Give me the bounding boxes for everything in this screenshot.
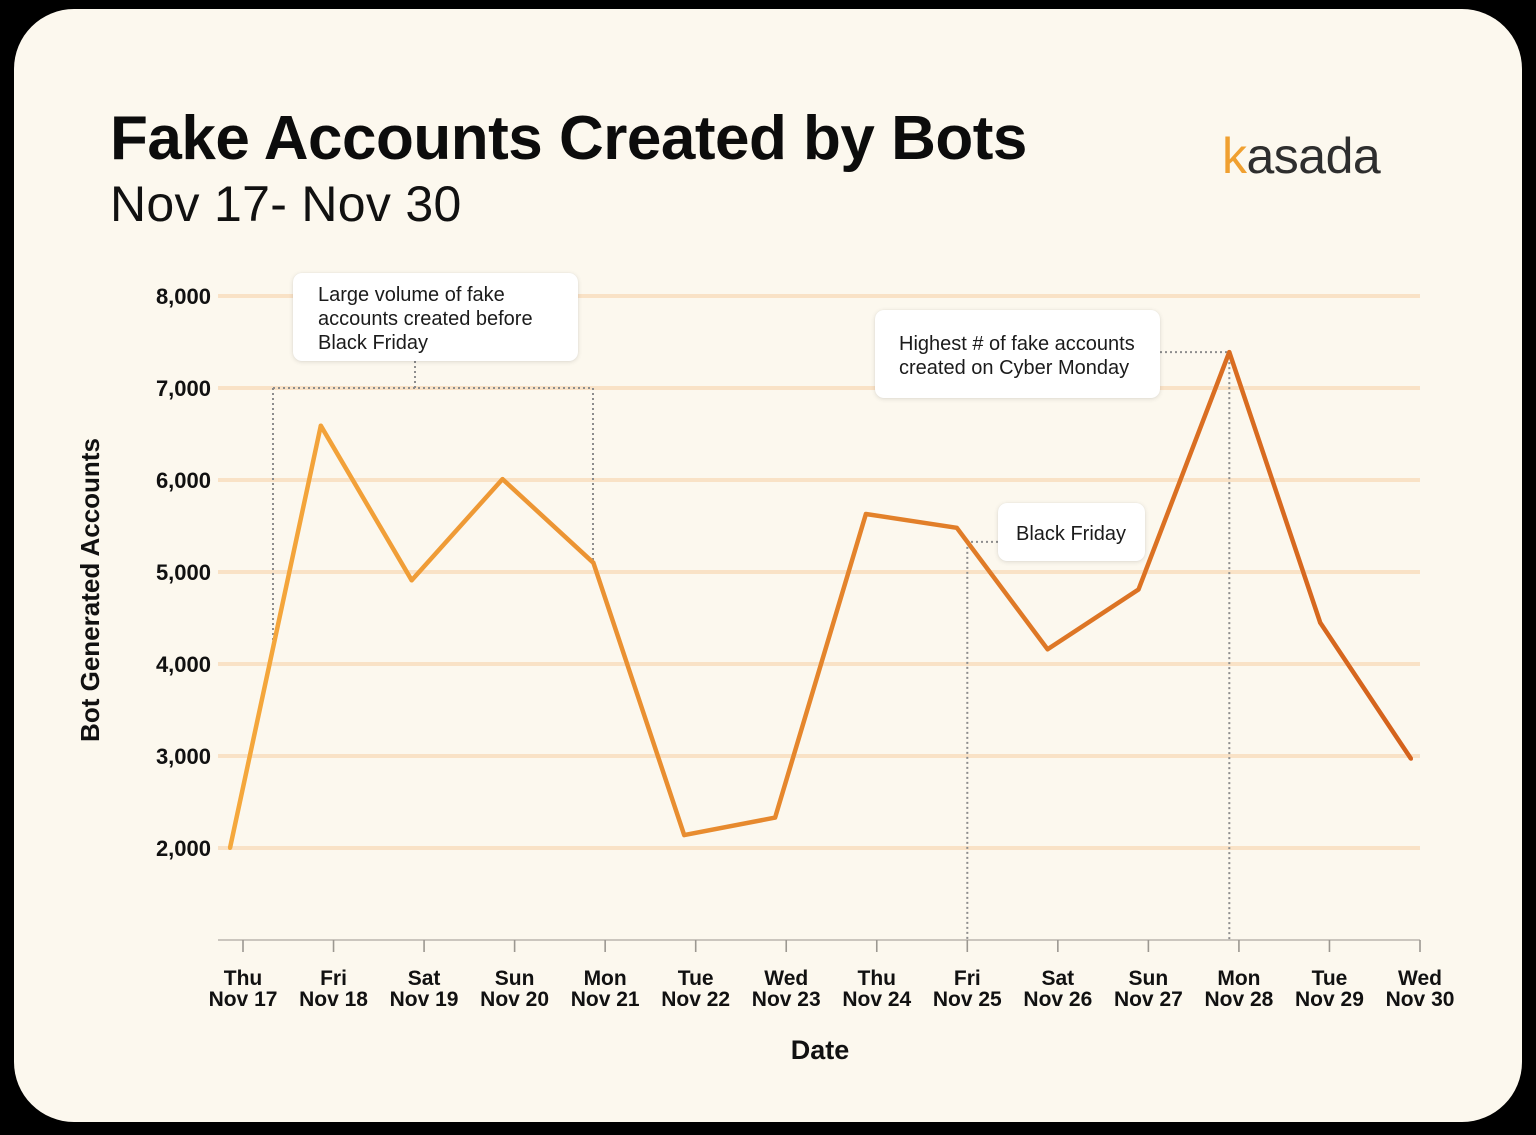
- x-tick-weekday: Sun: [1129, 967, 1169, 990]
- data-point-nov-19: [409, 578, 414, 583]
- annotation-line: Large volume of fake: [318, 284, 505, 306]
- data-points: [228, 350, 1413, 850]
- annotation-large-volume: Large volume of fake accounts created be…: [293, 273, 578, 361]
- x-tick-weekday: Fri: [954, 967, 981, 990]
- data-point-nov-20: [500, 477, 505, 482]
- x-tick-label-nov-21: Mon Nov 21: [571, 967, 640, 1011]
- x-tick-label-nov-26: Sat Nov 26: [1023, 967, 1092, 1011]
- x-tick-weekday: Tue: [678, 967, 714, 990]
- y-tick-label-2000: 2,000: [156, 836, 211, 861]
- annotation-black-friday: Black Friday: [998, 503, 1145, 561]
- x-tick-label-nov-30: Wed Nov 30: [1386, 967, 1455, 1011]
- data-point-nov-18: [318, 423, 323, 428]
- x-tick-weekday: Tue: [1312, 967, 1348, 990]
- x-tick-label-nov-19: Sat Nov 19: [390, 967, 459, 1011]
- x-tick-date: Nov 22: [661, 988, 730, 1011]
- x-tick-label-nov-24: Thu Nov 24: [842, 967, 911, 1011]
- x-tick-label-nov-29: Tue Nov 29: [1295, 967, 1364, 1011]
- data-point-nov-23: [773, 815, 778, 820]
- x-tick-weekday: Thu: [858, 967, 896, 990]
- x-tick-date: Nov 24: [842, 988, 911, 1011]
- x-tick-date: Nov 21: [571, 988, 640, 1011]
- x-axis-tick-marks: [242, 940, 1421, 952]
- annotation-line: Highest # of fake accounts: [899, 333, 1135, 355]
- x-tick-weekday: Mon: [1217, 967, 1260, 990]
- y-tick-label-5000: 5,000: [156, 560, 211, 585]
- x-tick-weekday: Sun: [495, 967, 535, 990]
- x-tick-label-nov-28: Mon Nov 28: [1204, 967, 1273, 1011]
- x-tick-label-nov-22: Tue Nov 22: [661, 967, 730, 1011]
- x-tick-weekday: Mon: [584, 967, 627, 990]
- data-point-nov-21: [591, 560, 596, 565]
- annotation-connectors: [272, 351, 1231, 940]
- x-tick-weekday: Wed: [764, 967, 808, 990]
- x-tick-label-nov-17: Thu Nov 17: [209, 967, 278, 1011]
- x-tick-weekday: Sat: [1042, 967, 1075, 990]
- x-tick-label-nov-27: Sun Nov 27: [1114, 967, 1183, 1011]
- x-tick-date: Nov 18: [299, 988, 368, 1011]
- y-tick-label-8000: 8,000: [156, 284, 211, 309]
- data-point-nov-30: [1409, 756, 1413, 761]
- x-tick-label-nov-23: Wed Nov 23: [752, 967, 821, 1011]
- x-tick-date: Nov 29: [1295, 988, 1364, 1011]
- data-point-nov-22: [682, 833, 687, 838]
- x-tick-weekday: Sat: [408, 967, 441, 990]
- x-tick-date: Nov 20: [480, 988, 549, 1011]
- kasada-logo: kasada: [1222, 128, 1381, 184]
- y-axis-tick-labels: 8,000 7,000 6,000 5,000 4,000 3,000 2,000: [156, 284, 211, 861]
- annotation-line: accounts created before: [318, 308, 533, 330]
- y-tick-label-4000: 4,000: [156, 652, 211, 677]
- x-tick-label-nov-18: Fri Nov 18: [299, 967, 368, 1011]
- x-tick-date: Nov 19: [390, 988, 459, 1011]
- x-tick-weekday: Thu: [224, 967, 262, 990]
- annotation-line: Black Friday: [318, 332, 429, 354]
- data-point-nov-17: [228, 846, 232, 850]
- x-tick-weekday: Fri: [320, 967, 347, 990]
- annotation-line: Black Friday: [1016, 523, 1127, 545]
- data-point-nov-28: [1227, 350, 1232, 355]
- y-tick-label-6000: 6,000: [156, 468, 211, 493]
- y-tick-label-3000: 3,000: [156, 744, 211, 769]
- x-tick-date: Nov 30: [1386, 988, 1455, 1011]
- x-tick-date: Nov 25: [933, 988, 1002, 1011]
- x-tick-label-nov-25: Fri Nov 25: [933, 967, 1002, 1011]
- y-axis-title: Bot Generated Accounts: [75, 438, 105, 742]
- x-tick-date: Nov 23: [752, 988, 821, 1011]
- data-point-nov-24: [863, 512, 868, 517]
- chart-title: Fake Accounts Created by Bots: [110, 104, 1027, 173]
- chart-card: [14, 9, 1522, 1122]
- x-tick-date: Nov 27: [1114, 988, 1183, 1011]
- series-line: [227, 349, 1413, 849]
- x-tick-date: Nov 28: [1204, 988, 1273, 1011]
- annotation-cyber-monday: Highest # of fake accounts created on Cy…: [875, 310, 1160, 398]
- x-tick-date: Nov 26: [1023, 988, 1092, 1011]
- x-tick-label-nov-20: Sun Nov 20: [480, 967, 549, 1011]
- chart-subtitle: Nov 17- Nov 30: [110, 176, 462, 232]
- x-axis-title: Date: [791, 1035, 850, 1065]
- data-point-nov-25: [954, 525, 959, 530]
- data-point-nov-29: [1318, 620, 1323, 625]
- data-point-nov-27: [1136, 587, 1141, 592]
- data-point-nov-26: [1045, 647, 1050, 652]
- x-tick-date: Nov 17: [209, 988, 278, 1011]
- annotation-line: created on Cyber Monday: [899, 357, 1130, 379]
- x-tick-weekday: Wed: [1398, 967, 1442, 990]
- y-tick-label-7000: 7,000: [156, 376, 211, 401]
